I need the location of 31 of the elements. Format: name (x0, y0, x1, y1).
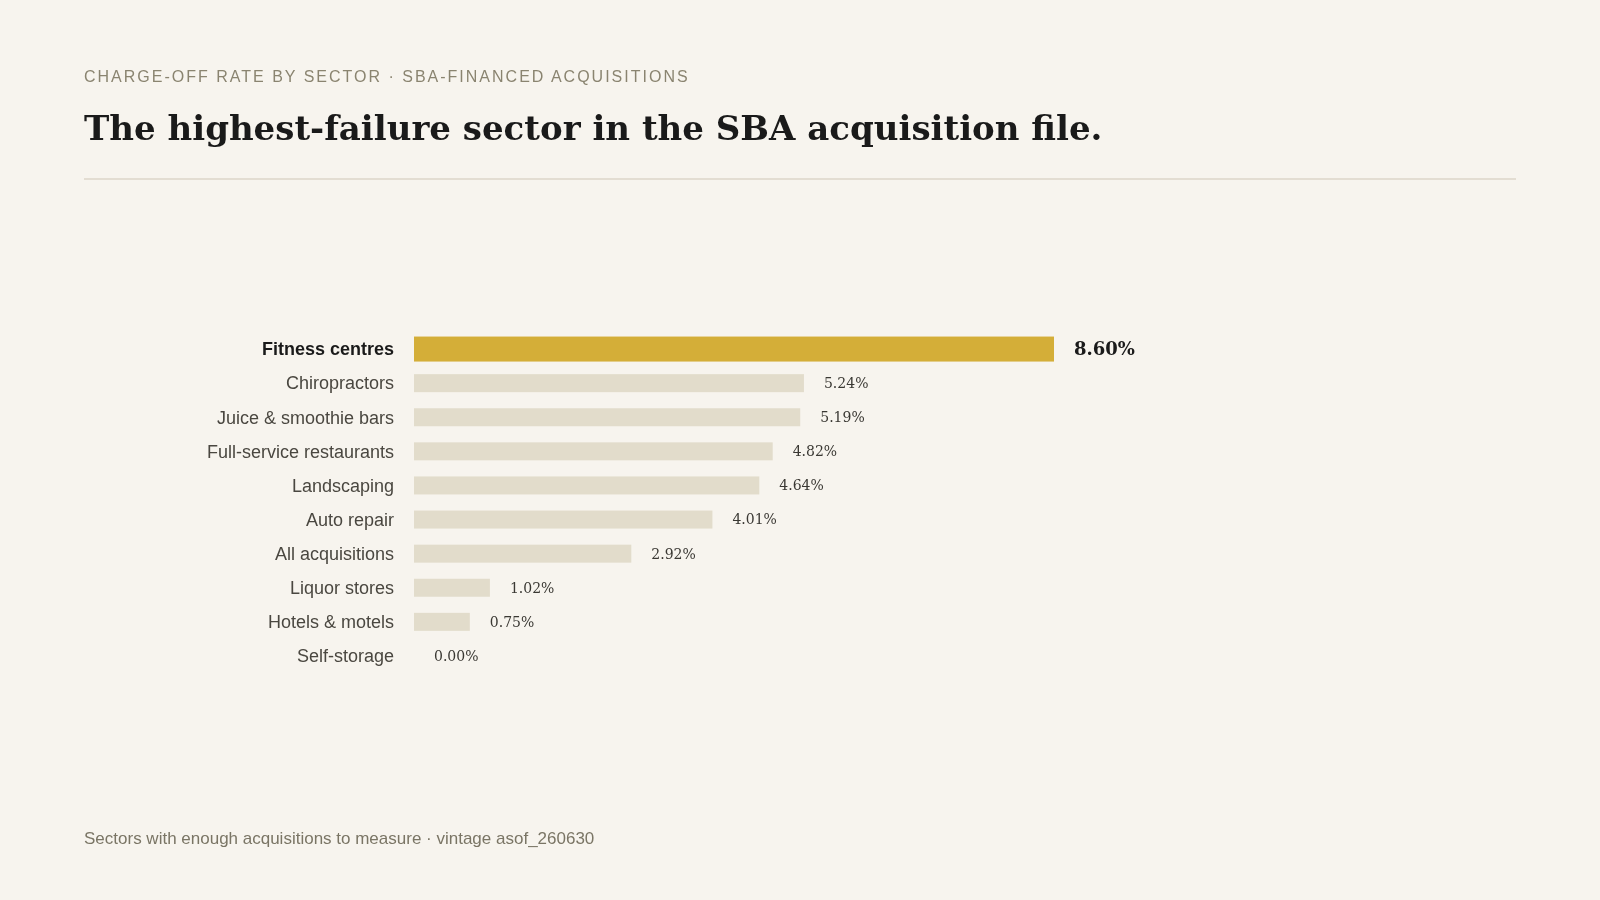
data-label: 8.60% (1074, 338, 1135, 360)
data-label: 5.19% (820, 409, 865, 426)
text: Sectors with enough acquisitions to measure · vintage asof_260630 (84, 828, 595, 848)
data-label: 4.64% (779, 477, 824, 494)
y-tick-label: Landscaping (291, 475, 394, 496)
y-tick-label: Auto repair (305, 509, 394, 530)
y-tick-label: Chiropractors (285, 373, 394, 394)
data-label: 0.00% (434, 647, 479, 664)
data-label: 4.82% (792, 443, 838, 460)
bar (414, 510, 713, 529)
data-label: 5.24% (823, 375, 869, 392)
bar (414, 578, 490, 597)
y-tick-label: Hotels & motels (267, 612, 394, 633)
chart-title: The highest-failure sector in the SBA acquisition file. (84, 107, 1103, 148)
y-tick-label: Liquor stores (289, 578, 394, 599)
chart-subtitle: CHARGE-OFF RATE BY SECTOR · SBA-FINANCED ACQUISITIONS (84, 67, 690, 85)
y-tick-label: Self-storage (296, 646, 394, 667)
bar (414, 476, 760, 495)
data-label: 2.92% (651, 545, 696, 562)
bar (414, 374, 804, 393)
y-tick-label: Juice & smoothie bars (216, 407, 394, 428)
bar (414, 612, 470, 631)
data-label: 0.75% (489, 613, 535, 630)
data-label: 1.02% (509, 579, 555, 596)
data-label: 4.01% (732, 511, 777, 528)
y-tick-label: All acquisitions (274, 543, 394, 564)
bar (414, 408, 801, 427)
y-tick-label: Fitness centres (261, 339, 394, 360)
bar (414, 544, 632, 563)
y-tick-label: Full-service restaurants (206, 441, 394, 462)
bar (414, 442, 773, 461)
